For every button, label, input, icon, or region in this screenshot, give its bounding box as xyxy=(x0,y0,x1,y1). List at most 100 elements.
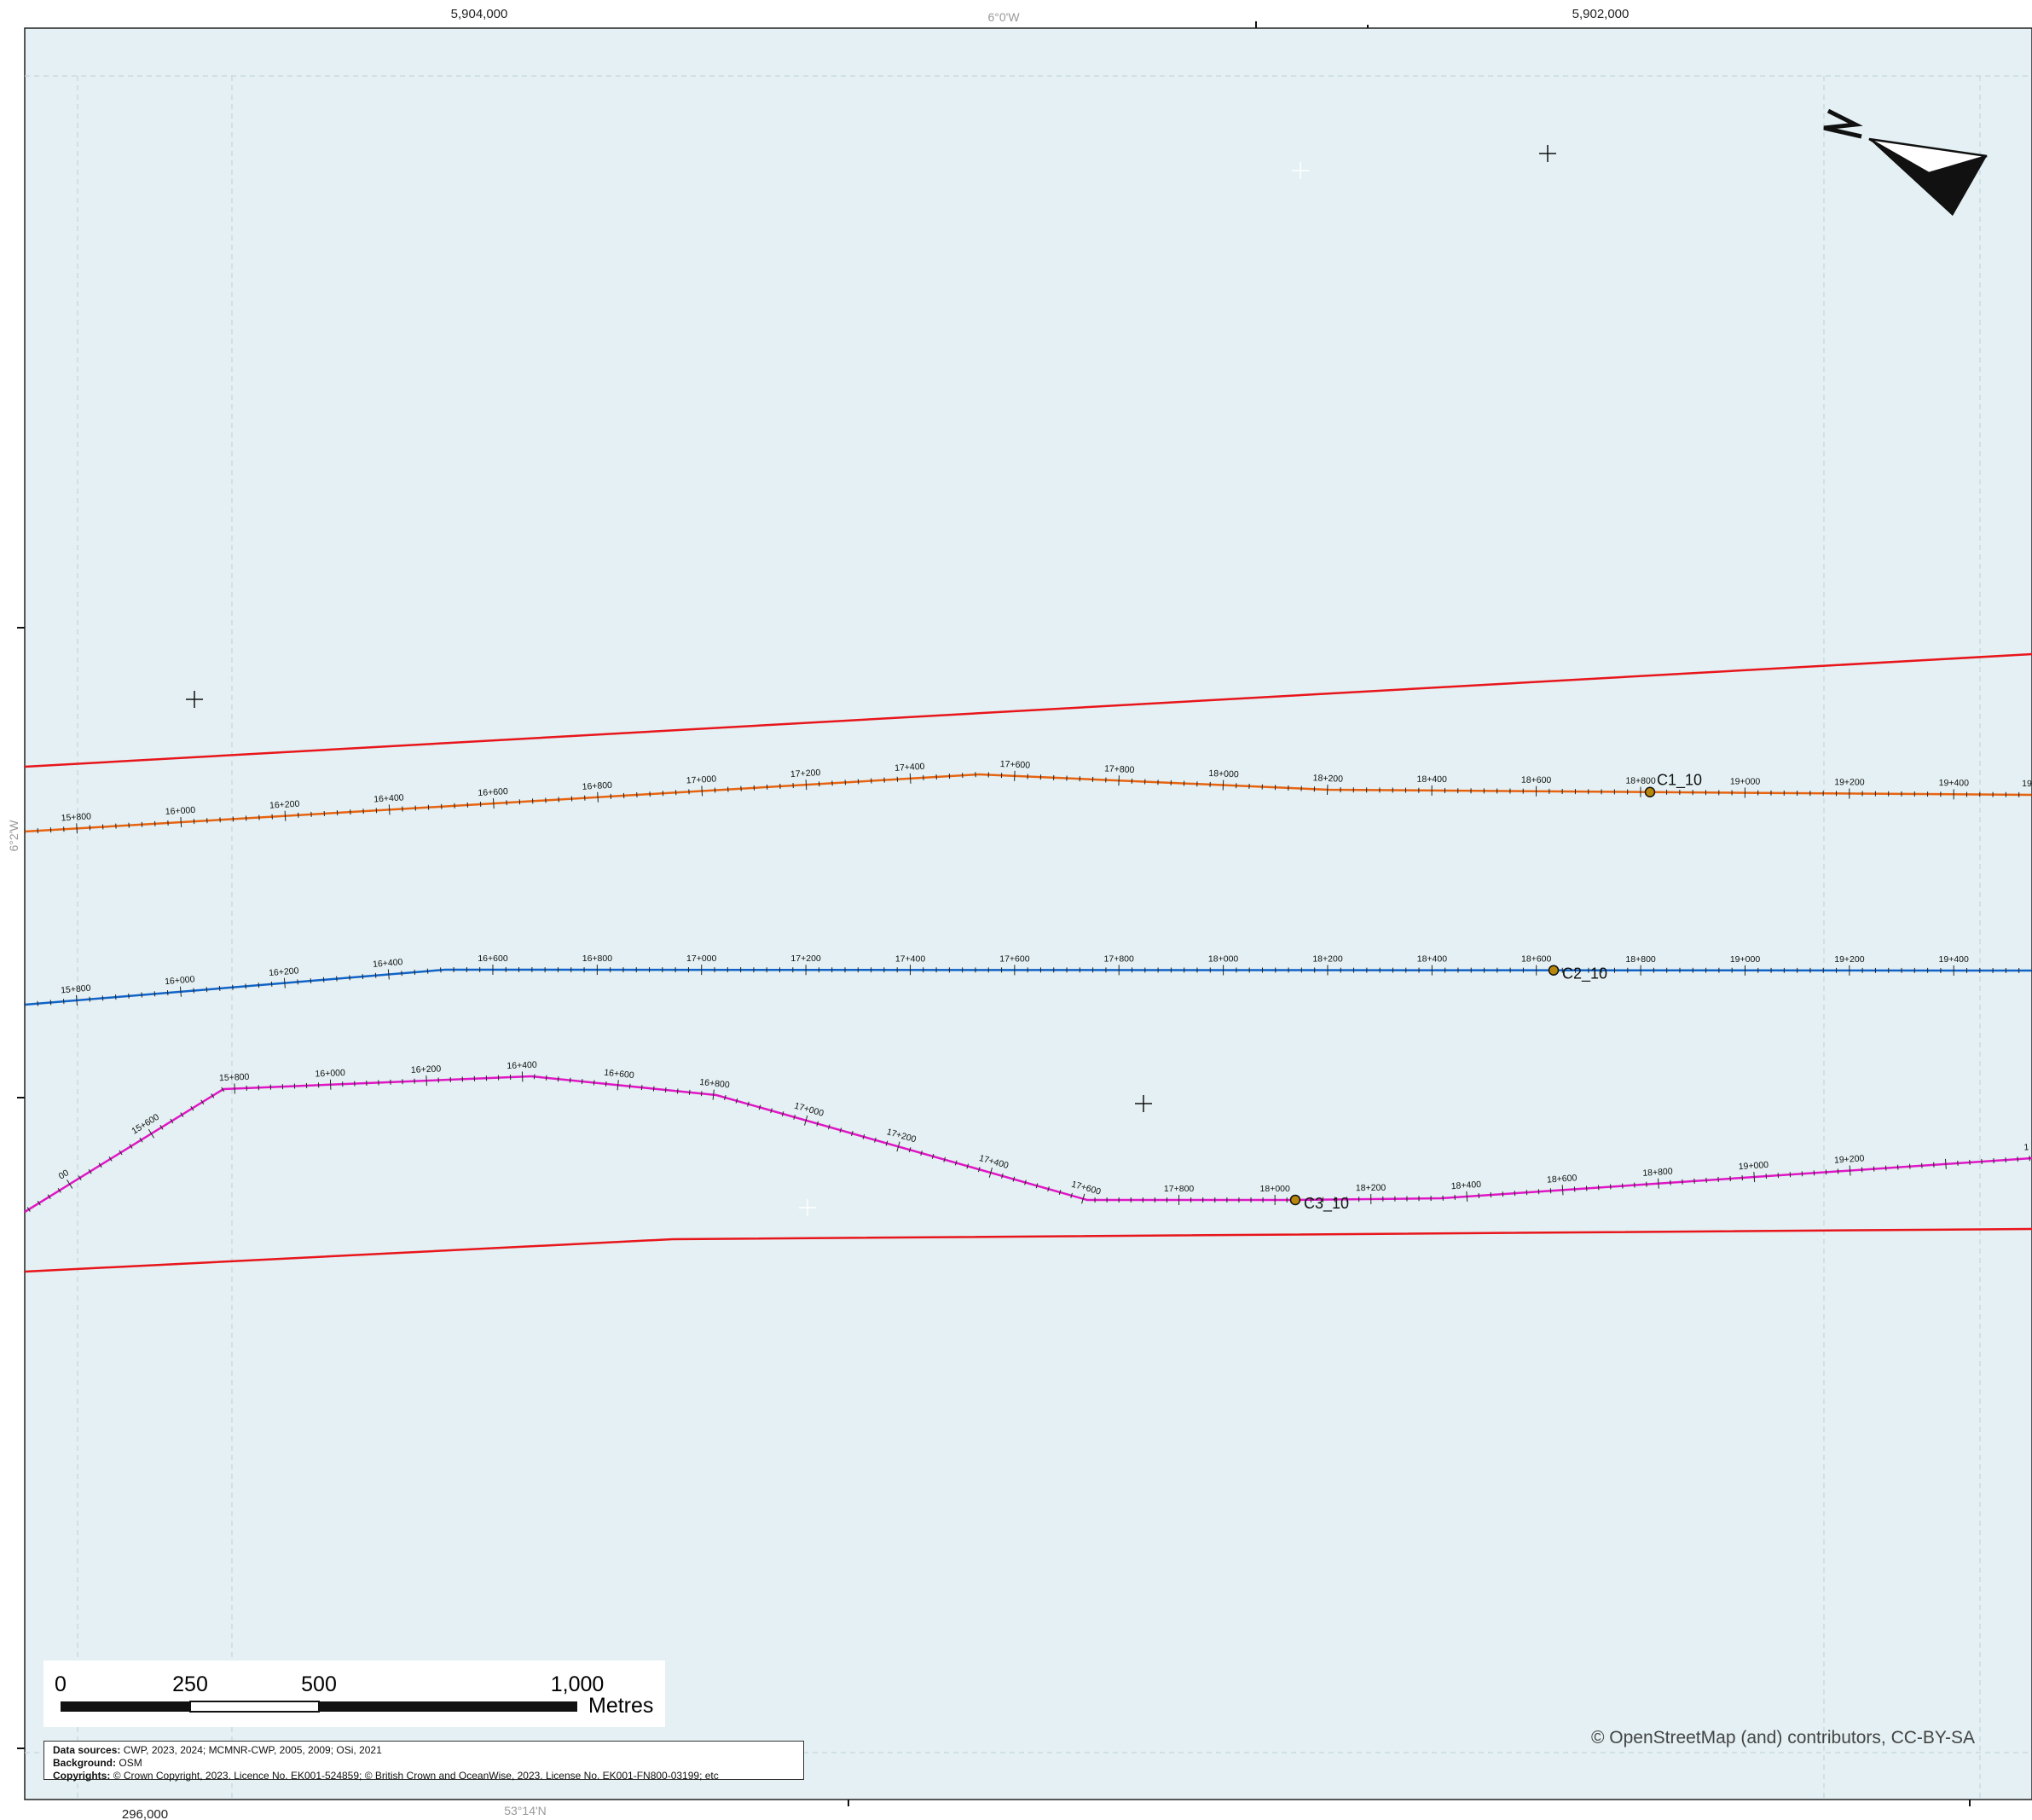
minor-tick xyxy=(593,1080,595,1086)
major-tick xyxy=(896,1141,900,1152)
major-tick xyxy=(617,1080,619,1091)
chainage-label: 18+400 xyxy=(1417,954,1447,965)
minor-tick xyxy=(129,1144,133,1149)
major-tick xyxy=(179,986,182,997)
minor-tick xyxy=(190,1105,194,1111)
minor-tick xyxy=(98,1162,102,1168)
minor-tick xyxy=(221,1087,225,1093)
chainage-label: 19+200 xyxy=(1834,954,1864,965)
minor-tick xyxy=(1012,1176,1016,1182)
chainage-label: 16+600 xyxy=(478,953,507,964)
minor-tick xyxy=(724,1094,727,1100)
minor-tick xyxy=(931,1153,935,1159)
chainage-label: 18+000 xyxy=(1208,768,1239,780)
chainage-label: 18+200 xyxy=(1356,1183,1387,1193)
frame-ticks xyxy=(17,21,1971,1806)
point-marker-c2[interactable] xyxy=(1548,965,1560,976)
scale-segment-3 xyxy=(319,1701,577,1712)
route-line-c2 xyxy=(24,968,2032,1006)
chainage-label: 17+800 xyxy=(1104,953,1134,964)
data-sources-value: CWP, 2023, 2024; MCMNR-CWP, 2005, 2009; … xyxy=(123,1744,382,1756)
graticule-label-bottom: 53°14'N xyxy=(504,1804,547,1817)
minor-tick xyxy=(37,1200,41,1206)
minor-tick xyxy=(47,1194,51,1200)
faint-crosses xyxy=(799,162,1309,1216)
chainage-label: 19+200 xyxy=(1834,1153,1865,1165)
chainage-label: 16+800 xyxy=(699,1077,731,1091)
major-tick xyxy=(388,804,391,815)
data-sources-label: Data sources: xyxy=(53,1744,121,1756)
major-tick xyxy=(76,823,78,834)
north-arrow-icon xyxy=(1823,108,1988,216)
major-tick xyxy=(1561,1185,1564,1196)
point-marker-c1[interactable] xyxy=(1644,786,1656,797)
chainage-label: 18+800 xyxy=(1625,954,1655,965)
major-tick xyxy=(988,1168,993,1178)
point-label-c2: C2_10 xyxy=(1562,965,1607,983)
minor-tick xyxy=(862,1133,865,1139)
chainage-label: 17+000 xyxy=(686,774,717,785)
minor-tick xyxy=(119,1150,123,1156)
background-value: OSM xyxy=(119,1757,142,1769)
major-tick xyxy=(701,785,703,797)
chainage-label: 17+000 xyxy=(686,953,716,964)
point-label-c1: C1_10 xyxy=(1657,772,1702,790)
minor-tick xyxy=(700,1091,703,1097)
minor-tick xyxy=(211,1093,215,1098)
chainage-label: 16+600 xyxy=(604,1068,635,1081)
chainage-label: 16+000 xyxy=(165,805,196,817)
major-tick xyxy=(909,773,912,784)
point-label-c3: C3_10 xyxy=(1304,1195,1349,1213)
grid-label-top-left: 5,904,000 xyxy=(451,7,508,21)
major-tick xyxy=(1014,770,1016,781)
chainage-label: 18+400 xyxy=(1450,1180,1481,1191)
chainage-label: 19+200 xyxy=(1834,777,1865,787)
chainage-label: 18+800 xyxy=(1642,1167,1673,1179)
major-tick xyxy=(1326,784,1329,795)
minor-tick xyxy=(664,1087,667,1093)
chainage-label: 16+400 xyxy=(507,1060,537,1071)
grid-label-bottom: 296,000 xyxy=(122,1807,168,1820)
minor-tick xyxy=(159,1125,164,1130)
major-tick xyxy=(1753,1172,1756,1183)
point-marker-c3[interactable] xyxy=(1289,1194,1301,1206)
chainage-label: 15+800 xyxy=(61,983,91,996)
corridor-boundary-lower xyxy=(24,1227,2032,1273)
grid-label-top-right: 5,902,000 xyxy=(1572,7,1630,21)
minor-tick xyxy=(640,1085,643,1091)
scale-segment-2 xyxy=(189,1701,320,1713)
route-line-c1 xyxy=(24,773,2032,833)
chainage-label: 17+200 xyxy=(790,953,820,964)
chainage-label: 18+000 xyxy=(1260,1184,1290,1194)
minor-tick xyxy=(1070,1192,1073,1198)
chainage-label: 16+200 xyxy=(269,799,300,811)
chainage-label: 1 xyxy=(2023,1142,2029,1152)
major-tick xyxy=(180,817,182,828)
copyrights-label: Copyrights: xyxy=(53,1770,111,1782)
minor-tick xyxy=(781,1111,784,1117)
minor-tick xyxy=(978,1167,981,1173)
minor-tick xyxy=(688,1089,691,1095)
chainage-label: 19+000 xyxy=(1730,776,1761,786)
chainage-label: 18+200 xyxy=(1312,954,1342,965)
major-tick xyxy=(1944,1158,1947,1169)
minor-tick xyxy=(839,1127,842,1133)
chainage-label: 19 xyxy=(2022,779,2032,789)
route-ticks-c2 xyxy=(24,965,2032,1008)
route-line-c3 xyxy=(24,1075,2032,1214)
chainage-label: 17+600 xyxy=(999,953,1029,964)
minor-tick xyxy=(943,1156,946,1162)
data-sources-box: Data sources: CWP, 2023, 2024; MCMNR-CWP… xyxy=(43,1741,804,1782)
major-tick xyxy=(1466,1191,1468,1202)
scale-label-1000: 1,000 xyxy=(551,1672,605,1696)
minor-tick xyxy=(88,1168,92,1174)
minor-tick xyxy=(78,1175,82,1180)
scale-label-250: 250 xyxy=(172,1672,208,1696)
minor-tick xyxy=(770,1108,773,1114)
major-tick xyxy=(805,780,808,791)
chainage-label: 17+800 xyxy=(1104,763,1135,775)
scale-bar-background xyxy=(43,1661,665,1727)
minor-tick xyxy=(1058,1189,1062,1196)
